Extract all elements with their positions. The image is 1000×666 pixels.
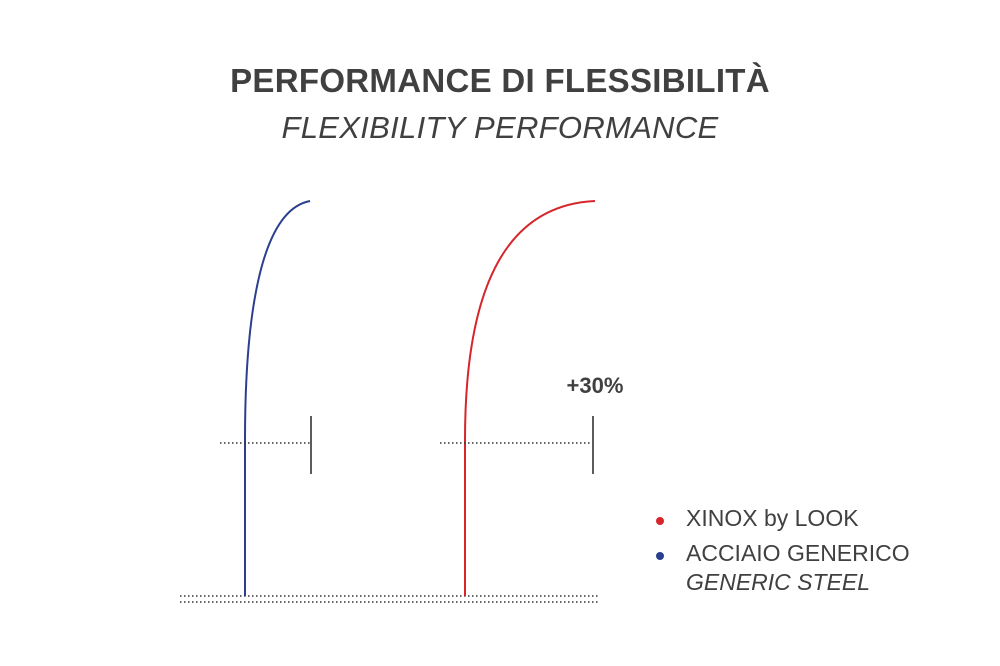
legend-dot-icon [656,552,664,560]
legend-sublabel: GENERIC STEEL [686,569,871,595]
xinox-rod-curve [464,200,596,596]
legend: XINOX by LOOK ACCIAIO GENERICO GENERIC S… [652,505,910,604]
percentage-annotation: +30% [567,373,624,398]
legend-item-steel: ACCIAIO GENERICO GENERIC STEEL [652,540,910,596]
subtitle: FLEXIBILITY PERFORMANCE [281,110,719,145]
legend-label: ACCIAIO GENERICO [686,540,910,566]
legend-item-xinox: XINOX by LOOK [652,505,910,532]
legend-dot-icon [656,517,664,525]
title: PERFORMANCE DI FLESSIBILITÀ [230,62,770,99]
steel-rod-curve [244,200,311,596]
legend-label: XINOX by LOOK [686,505,859,531]
